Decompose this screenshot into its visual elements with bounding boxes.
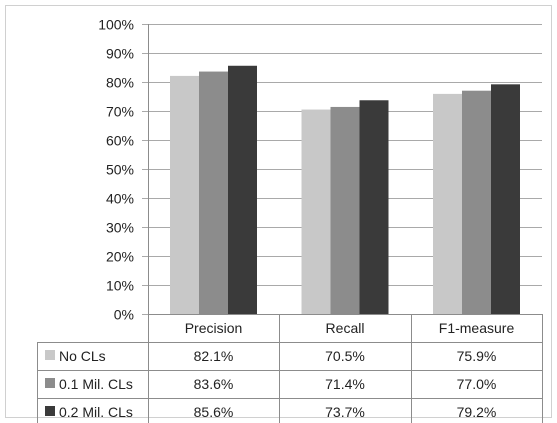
data-label: 77.0%	[457, 376, 497, 392]
y-tick-label: 30%	[106, 220, 134, 236]
y-tick-label: 0%	[114, 307, 134, 323]
legend-label: 0.1 Mil. CLs	[59, 376, 133, 392]
data-label: 73.7%	[325, 404, 365, 420]
legend-key	[45, 350, 55, 360]
data-label: 79.2%	[457, 404, 497, 420]
data-label: 70.5%	[325, 348, 365, 364]
bar	[228, 65, 257, 314]
data-label: 83.6%	[194, 376, 234, 392]
y-tick-label: 70%	[106, 104, 134, 120]
data-label: 75.9%	[457, 348, 497, 364]
data-table: Precision Recall F1-measure No CLs 82.1% 70.5…	[37, 314, 543, 423]
legend-key	[45, 406, 55, 416]
y-tick-label: 20%	[106, 249, 134, 265]
chart-frame	[5, 5, 552, 418]
y-tick-label: 60%	[106, 133, 134, 149]
data-label: 71.4%	[325, 376, 365, 392]
bars	[170, 65, 520, 315]
data-label: 82.1%	[194, 348, 234, 364]
data-label: 85.6%	[194, 404, 234, 420]
y-tick-label: 50%	[106, 162, 134, 178]
y-tick-label: 80%	[106, 75, 134, 91]
legend-key	[45, 378, 55, 388]
y-tick-label: 40%	[106, 191, 134, 207]
category-label: Precision	[185, 320, 243, 336]
y-tick-label: 10%	[106, 278, 134, 294]
bar	[462, 90, 491, 314]
bar	[330, 106, 360, 314]
bar	[199, 71, 228, 314]
legend-label: No CLs	[59, 348, 106, 364]
bar	[491, 84, 520, 314]
bar	[301, 109, 331, 314]
bar	[433, 93, 462, 314]
y-axis-ticks: 0% 10% 20% 30% 40% 50% 60% 70% 80% 90% 100%	[98, 17, 134, 323]
y-tick-label: 90%	[106, 46, 134, 62]
category-label: F1-measure	[439, 320, 515, 336]
bar	[170, 75, 199, 314]
bar	[359, 100, 389, 315]
y-tick-label: 100%	[98, 17, 134, 33]
legend-label: 0.2 Mil. CLs	[59, 404, 133, 420]
category-label: Recall	[326, 320, 365, 336]
